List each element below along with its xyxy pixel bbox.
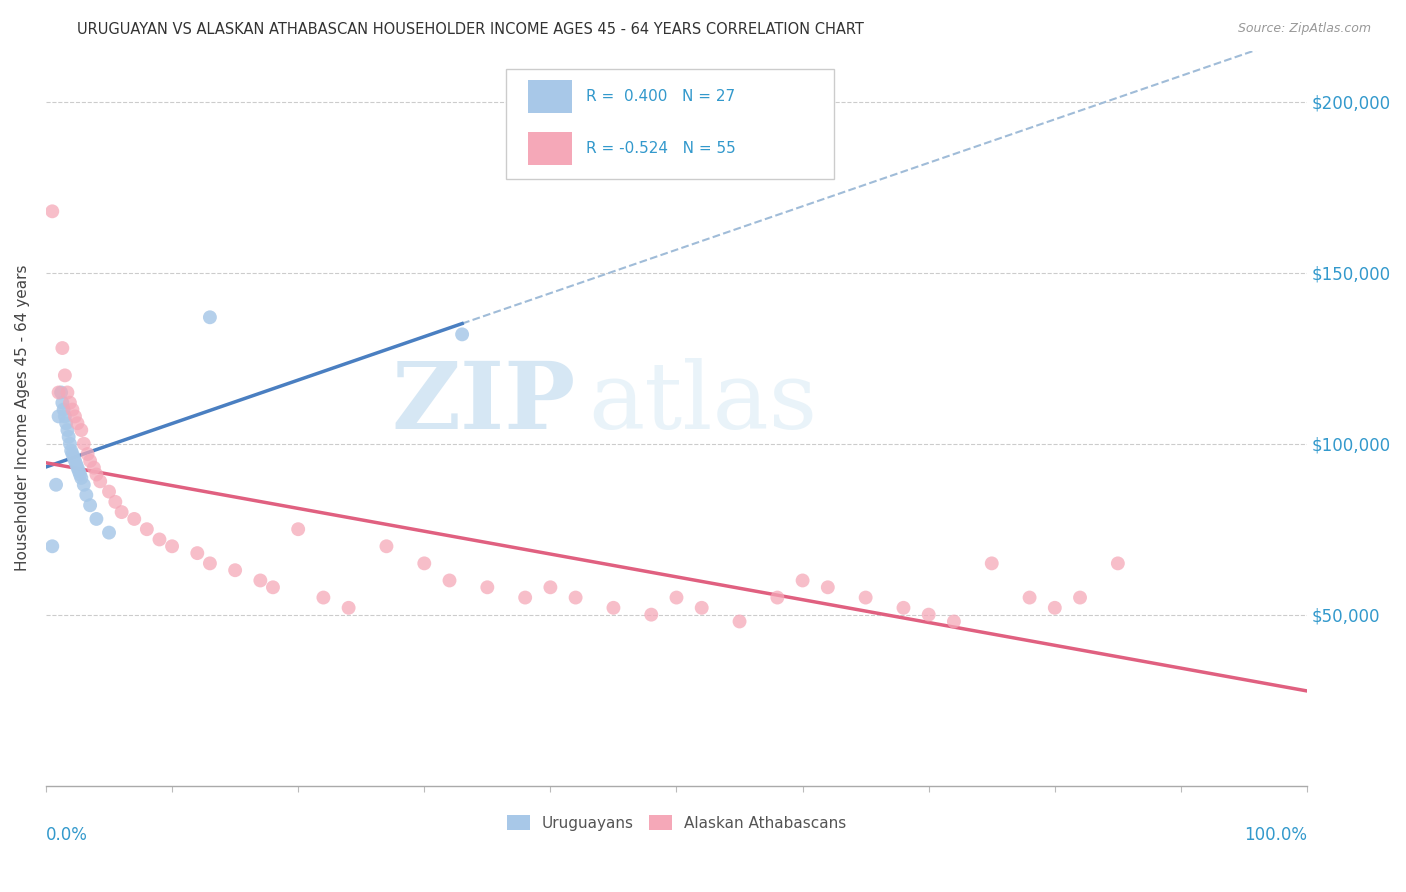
Point	[67, 464, 90, 478]
Point	[893, 600, 915, 615]
Point	[640, 607, 662, 622]
Point	[855, 591, 877, 605]
Point	[48, 409, 70, 424]
Point	[375, 539, 398, 553]
Point	[66, 460, 89, 475]
Y-axis label: Householder Income Ages 45 - 64 years: Householder Income Ages 45 - 64 years	[15, 265, 30, 572]
Bar	[527, 80, 572, 113]
Point	[477, 580, 499, 594]
Point	[41, 204, 63, 219]
Point	[728, 615, 751, 629]
Point	[665, 591, 688, 605]
Point	[186, 546, 208, 560]
Point	[60, 443, 83, 458]
Point	[49, 385, 72, 400]
Point	[312, 591, 335, 605]
Point	[198, 557, 221, 571]
Bar	[527, 131, 572, 165]
Point	[83, 460, 105, 475]
Point	[690, 600, 713, 615]
Point	[98, 484, 121, 499]
Point	[160, 539, 183, 553]
Point	[56, 385, 79, 400]
Point	[62, 447, 84, 461]
Point	[89, 475, 111, 489]
Point	[1069, 591, 1091, 605]
Point	[98, 525, 121, 540]
Point	[337, 600, 360, 615]
Point	[73, 477, 96, 491]
Point	[413, 557, 436, 571]
Point	[53, 368, 76, 383]
Point	[59, 395, 82, 409]
Text: Source: ZipAtlas.com: Source: ZipAtlas.com	[1237, 22, 1371, 36]
Point	[70, 471, 93, 485]
Point	[75, 488, 97, 502]
Text: R = -0.524   N = 55: R = -0.524 N = 55	[586, 141, 735, 155]
Point	[48, 385, 70, 400]
Point	[224, 563, 246, 577]
FancyBboxPatch shape	[506, 69, 834, 179]
Point	[63, 409, 86, 424]
Point	[766, 591, 789, 605]
Point	[287, 522, 309, 536]
Point	[51, 395, 73, 409]
Point	[66, 416, 89, 430]
Point	[70, 423, 93, 437]
Point	[55, 416, 77, 430]
Point	[111, 505, 134, 519]
Point	[792, 574, 814, 588]
Point	[942, 615, 965, 629]
Text: ZIP: ZIP	[391, 359, 575, 449]
Text: atlas: atlas	[588, 359, 817, 449]
Point	[1018, 591, 1040, 605]
Point	[262, 580, 284, 594]
Point	[45, 477, 67, 491]
Point	[58, 430, 80, 444]
Point	[249, 574, 271, 588]
Point	[73, 436, 96, 450]
Point	[52, 402, 75, 417]
Point	[564, 591, 586, 605]
Point	[79, 498, 101, 512]
Text: R =  0.400   N = 27: R = 0.400 N = 27	[586, 89, 735, 104]
Point	[86, 512, 108, 526]
Point	[148, 533, 170, 547]
Point	[51, 341, 73, 355]
Point	[817, 580, 839, 594]
Point	[86, 467, 108, 482]
Point	[59, 436, 82, 450]
Point	[56, 423, 79, 437]
Point	[1043, 600, 1066, 615]
Text: 100.0%: 100.0%	[1244, 826, 1308, 844]
Point	[104, 495, 127, 509]
Legend: Uruguayans, Alaskan Athabascans: Uruguayans, Alaskan Athabascans	[501, 808, 852, 837]
Point	[122, 512, 145, 526]
Point	[135, 522, 157, 536]
Point	[53, 409, 76, 424]
Point	[918, 607, 941, 622]
Text: URUGUAYAN VS ALASKAN ATHABASCAN HOUSEHOLDER INCOME AGES 45 - 64 YEARS CORRELATIO: URUGUAYAN VS ALASKAN ATHABASCAN HOUSEHOL…	[77, 22, 865, 37]
Point	[63, 454, 86, 468]
Point	[41, 539, 63, 553]
Text: 0.0%: 0.0%	[46, 826, 87, 844]
Point	[62, 402, 84, 417]
Point	[980, 557, 1002, 571]
Point	[65, 457, 87, 471]
Point	[62, 450, 84, 465]
Point	[515, 591, 537, 605]
Point	[439, 574, 461, 588]
Point	[69, 467, 91, 482]
Point	[602, 600, 624, 615]
Point	[79, 454, 101, 468]
Point	[198, 310, 221, 325]
Point	[1107, 557, 1129, 571]
Point	[451, 327, 474, 342]
Point	[76, 447, 98, 461]
Point	[538, 580, 561, 594]
